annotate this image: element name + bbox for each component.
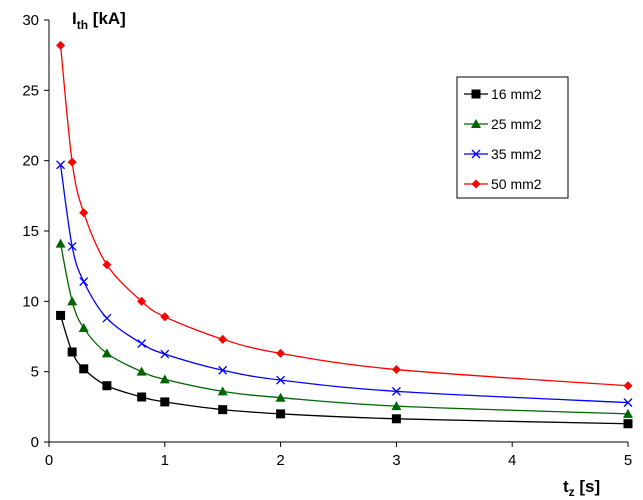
data-point (623, 381, 633, 391)
y-tick-label: 30 (22, 12, 39, 29)
y-axis-title-unit: [kA] (88, 9, 126, 28)
data-point (79, 277, 89, 287)
series-line (59, 243, 629, 415)
data-point (217, 386, 228, 396)
data-point (623, 419, 633, 429)
series-16-mm2 (56, 310, 633, 429)
legend-marker (471, 119, 481, 128)
data-point (391, 365, 401, 375)
series-line (59, 164, 629, 404)
y-tick-label: 0 (31, 434, 39, 451)
legend-label: 35 mm2 (491, 146, 542, 162)
data-point (276, 409, 286, 419)
x-axis-title-sub: z (569, 485, 575, 499)
data-point (79, 208, 89, 218)
legend-item: 25 mm2 (464, 116, 542, 132)
data-point (67, 157, 77, 167)
ticks: 0 5 10 15 20 25 30 0 1 2 3 4 5 (22, 12, 632, 469)
legend-item: 50 mm2 (464, 176, 542, 192)
data-point (137, 339, 147, 348)
data-point (218, 334, 228, 344)
series-25-mm2 (55, 238, 633, 418)
y-tick-label: 10 (22, 293, 39, 310)
legend: 16 mm2 25 mm2 35 mm2 50 mm2 (456, 76, 569, 199)
series-35-mm2 (56, 160, 633, 408)
data-point (276, 348, 286, 358)
legend-label: 50 mm2 (491, 176, 542, 192)
legend-item: 35 mm2 (464, 146, 542, 162)
data-point (623, 398, 633, 408)
x-tick-label: 3 (392, 452, 400, 469)
data-point (160, 312, 170, 322)
data-point (56, 40, 66, 50)
data-point (78, 323, 89, 333)
series-layer (55, 40, 633, 429)
data-point (136, 366, 147, 376)
data-point (218, 405, 228, 415)
data-point (67, 296, 78, 306)
data-point (623, 408, 633, 418)
data-point (55, 238, 66, 248)
y-tick-label: 15 (22, 223, 39, 240)
x-tick-label: 1 (161, 452, 169, 469)
legend-marker (471, 89, 481, 99)
data-point (391, 414, 401, 424)
series-50-mm2 (56, 40, 633, 391)
data-point (79, 364, 89, 374)
data-point (137, 392, 147, 402)
legend-marker (471, 149, 481, 159)
x-axis-title-main: t (563, 477, 569, 496)
data-point (160, 397, 170, 407)
x-axis-title: tz [s] (563, 477, 600, 499)
data-point (276, 375, 286, 385)
x-tick-label: 0 (45, 452, 53, 469)
y-axis-title-sub: th (77, 18, 88, 32)
x-tick-label: 5 (624, 452, 632, 469)
data-point (159, 374, 170, 384)
data-point (218, 365, 228, 375)
data-point (275, 392, 286, 402)
data-point (102, 260, 112, 270)
data-point (102, 381, 112, 391)
y-tick-label: 5 (31, 364, 39, 381)
series-line (59, 315, 629, 425)
y-tick-label: 20 (22, 153, 39, 170)
legend-marker (471, 179, 481, 189)
data-point (137, 296, 147, 306)
data-point (56, 160, 66, 170)
data-point (67, 347, 77, 357)
y-axis-title: Ith [kA] (72, 9, 126, 32)
data-point (101, 348, 112, 358)
data-point (391, 386, 401, 396)
data-point (56, 310, 66, 320)
data-point (102, 313, 112, 323)
x-tick-label: 4 (508, 452, 516, 469)
y-axis-title-main: I (72, 9, 77, 28)
data-point (391, 401, 402, 411)
y-tick-label: 25 (22, 82, 39, 99)
legend-label: 16 mm2 (491, 86, 542, 102)
x-tick-label: 2 (276, 452, 284, 469)
data-point (67, 242, 77, 251)
x-axis-title-unit: [s] (575, 477, 601, 496)
legend-label: 25 mm2 (491, 116, 542, 132)
data-point (160, 349, 170, 359)
legend-item: 16 mm2 (464, 86, 542, 102)
